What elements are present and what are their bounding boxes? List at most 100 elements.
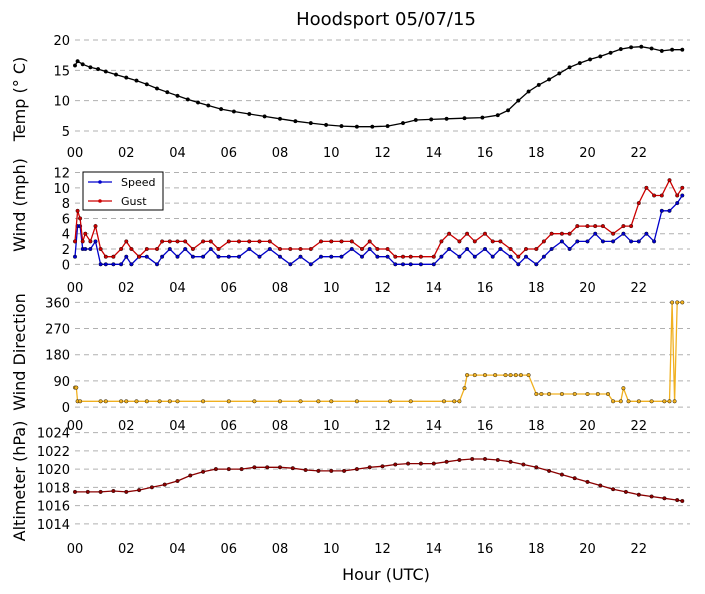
data-point [226, 467, 231, 472]
data-point [508, 459, 513, 464]
data-point [536, 82, 541, 87]
y-axis-label: Wind Direction [10, 293, 29, 411]
data-point [526, 89, 531, 94]
data-point [549, 246, 554, 251]
data-point [629, 45, 634, 50]
data-point [621, 231, 626, 236]
data-point [670, 47, 675, 52]
data-point [119, 399, 124, 404]
y-tick-label: 0 [62, 258, 70, 273]
x-tick-label: 04 [169, 281, 186, 296]
data-point [88, 246, 93, 251]
y-tick-label: 90 [53, 375, 70, 390]
data-point [585, 224, 590, 229]
data-point [72, 489, 77, 494]
data-point [418, 262, 423, 267]
data-point [329, 468, 334, 473]
data-point [195, 100, 200, 105]
data-point [278, 399, 283, 404]
data-point [367, 465, 372, 470]
y-tick-label: 1022 [37, 445, 70, 460]
series-1 [72, 44, 685, 129]
y-tick-label: 1018 [37, 481, 70, 496]
data-point [375, 246, 380, 251]
data-point [226, 239, 231, 244]
data-point [618, 47, 623, 52]
data-point [541, 254, 546, 259]
y-tick-label: 360 [45, 296, 70, 311]
data-point [257, 239, 262, 244]
x-tick-label: 14 [425, 146, 442, 161]
data-point [247, 239, 252, 244]
data-point [457, 254, 462, 259]
panel-3: 0 90 180 270 360 00 02 04 06 08 10 12 14 16 18 20 22 Wind… [10, 293, 690, 434]
data-point [636, 239, 641, 244]
x-tick-label: 06 [220, 542, 237, 557]
data-point [439, 254, 444, 259]
data-point [329, 399, 334, 404]
data-point [80, 239, 85, 244]
x-tick-label: 16 [477, 146, 494, 161]
series-line [74, 178, 683, 258]
data-point [226, 399, 231, 404]
data-point [429, 117, 434, 122]
data-point [385, 124, 390, 129]
data-point [401, 121, 406, 126]
data-point [124, 399, 129, 404]
data-point [208, 239, 213, 244]
data-point [629, 239, 634, 244]
data-point [75, 208, 80, 213]
data-point [247, 111, 252, 116]
data-point [339, 239, 344, 244]
data-point [208, 246, 213, 251]
data-point [216, 254, 221, 259]
data-point [680, 499, 685, 504]
data-point [444, 116, 449, 121]
data-point [278, 116, 283, 121]
data-point [526, 373, 531, 378]
data-point [252, 399, 257, 404]
data-point [401, 262, 406, 267]
data-point [201, 469, 206, 474]
data-point [470, 457, 475, 462]
data-point [680, 300, 685, 305]
data-point [388, 399, 393, 404]
y-axis-label: Temp (° C) [10, 57, 29, 142]
series-line [74, 195, 683, 266]
data-point [618, 399, 623, 404]
x-tick-label: 16 [477, 419, 494, 434]
data-point [639, 44, 644, 49]
data-point [462, 386, 467, 391]
data-point [611, 239, 616, 244]
data-point [675, 300, 680, 305]
data-point [444, 459, 449, 464]
y-tick-label: 10 [53, 95, 70, 110]
data-point [239, 467, 244, 472]
data-point [595, 392, 600, 397]
y-axis-label: Altimeter (hPa) [10, 421, 29, 542]
data-point [257, 254, 262, 259]
data-point [298, 246, 303, 251]
data-point [575, 239, 580, 244]
data-point [247, 246, 252, 251]
x-tick-label: 10 [323, 281, 340, 296]
data-point [408, 262, 413, 267]
data-point [83, 231, 88, 236]
x-tick-label: 18 [528, 146, 545, 161]
data-point [308, 246, 313, 251]
data-point [262, 114, 267, 119]
data-point [406, 461, 411, 466]
data-point [408, 399, 413, 404]
data-point [524, 254, 529, 259]
data-point [662, 496, 667, 501]
data-point [216, 246, 221, 251]
data-point [649, 46, 654, 51]
data-point [667, 399, 672, 404]
data-point [354, 467, 359, 472]
data-point [213, 467, 218, 472]
data-point [585, 239, 590, 244]
x-tick-label: 08 [272, 542, 289, 557]
data-point [547, 468, 552, 473]
data-point [72, 239, 77, 244]
x-tick-label: 20 [579, 419, 596, 434]
